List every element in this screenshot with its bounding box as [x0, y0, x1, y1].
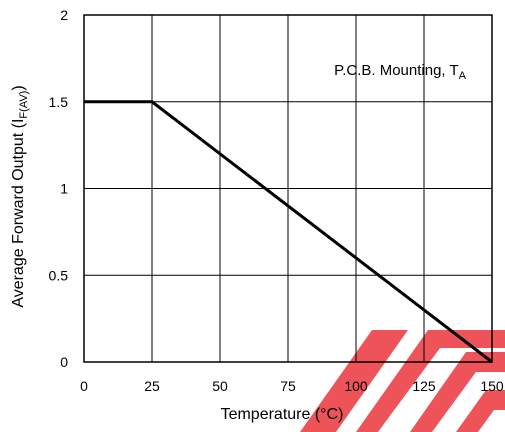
y-tick-label: 0	[60, 354, 68, 370]
x-tick-label: 50	[212, 378, 228, 394]
x-tick-label: 100	[344, 378, 368, 394]
mounting-annotation: P.C.B. Mounting, TA	[334, 62, 467, 82]
annotation-subscript: A	[459, 70, 467, 82]
y-tick-label: 1.5	[49, 94, 69, 110]
y-tick-label: 0.5	[49, 267, 69, 283]
derating-curve	[84, 100, 493, 364]
y-axis-label-main: Average Forward Output (I	[10, 119, 27, 308]
y-tick-label: 1	[60, 181, 68, 197]
y-axis-label: Average Forward Output (IF(AV))	[10, 85, 30, 307]
x-tick-label: 25	[144, 378, 160, 394]
annotation-main: P.C.B. Mounting, T	[334, 62, 459, 79]
y-axis-label-close: )	[10, 85, 27, 90]
x-tick-label: 0	[80, 378, 88, 394]
x-tick-label: 150	[480, 378, 504, 394]
x-tick-label: 75	[280, 378, 296, 394]
x-axis-label: Temperature (°C)	[221, 406, 344, 423]
y-tick-label: 2	[60, 7, 68, 23]
series-layer	[84, 100, 493, 364]
plot-frame	[83, 14, 493, 363]
y-axis-label-subscript: F(AV)	[18, 91, 30, 119]
x-tick-label: 125	[412, 378, 436, 394]
y-tick-labels: 0 0.5 1 1.5 2	[49, 7, 69, 370]
x-tick-labels: 0 25 50 75 100 125 150	[80, 378, 504, 394]
watermark-logo	[300, 330, 505, 432]
